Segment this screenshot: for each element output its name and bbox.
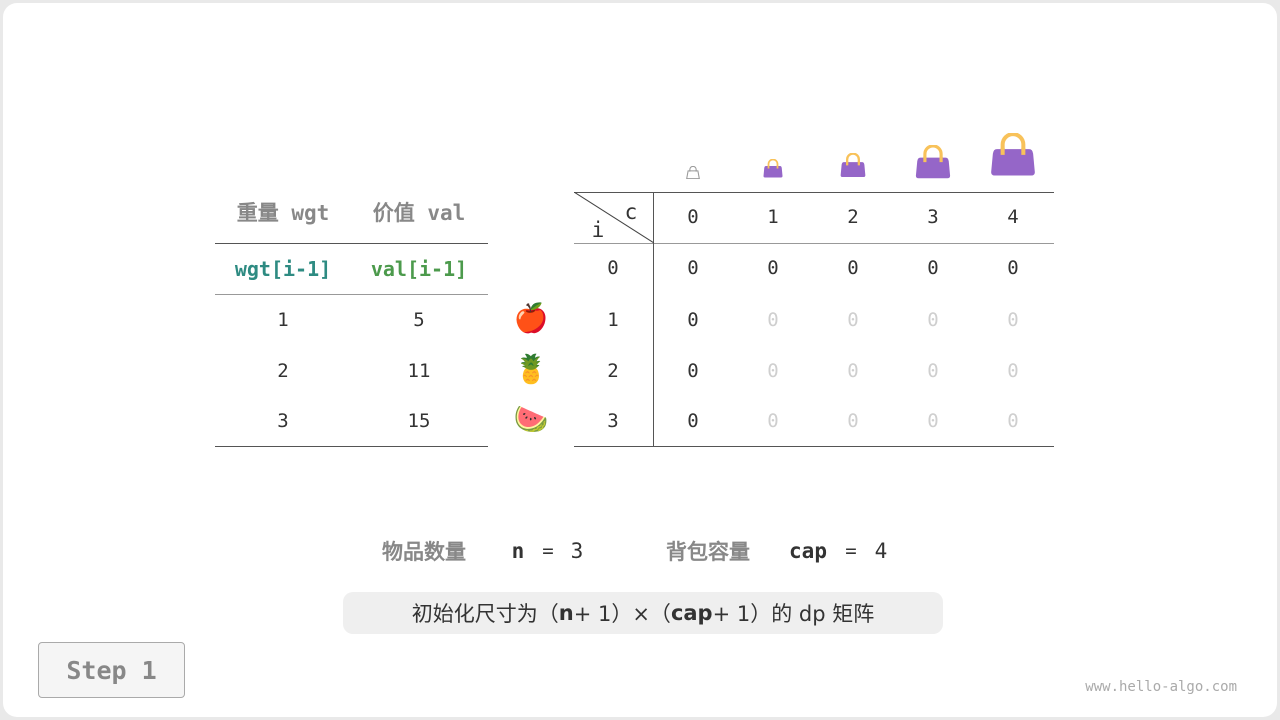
dp-cell: 0 [847, 410, 859, 432]
vertical-divider [653, 192, 654, 446]
dp-cell: 0 [767, 257, 779, 279]
col-header: 1 [767, 206, 779, 228]
dp-cell: 0 [1007, 410, 1019, 432]
corner-i-label: i [591, 218, 605, 242]
table-cell: 15 [407, 410, 431, 432]
bag-icon [763, 158, 783, 182]
table-cell: 1 [277, 309, 289, 331]
dp-cell: 0 [927, 410, 939, 432]
col-header: 0 [687, 206, 699, 228]
empty-bag-icon [686, 164, 700, 183]
step-description: 初始化尺寸为（ n + 1）×（ cap + 1）的 dp 矩阵 [343, 592, 943, 634]
table-cell: 2 [277, 360, 289, 382]
column-header: 价值 val [372, 201, 466, 225]
column-subheader: wgt[i-1] [234, 257, 332, 281]
divider [215, 243, 488, 244]
dp-cell: 0 [847, 360, 859, 382]
note-text: + 1）×（ [573, 602, 671, 626]
dp-cell: 0 [687, 257, 699, 279]
table-cell: 11 [407, 360, 431, 382]
col-header: 3 [927, 206, 939, 228]
item-count-label: 物品数量 [382, 540, 466, 564]
cap-value: 4 [874, 539, 888, 563]
divider [574, 192, 1054, 193]
dp-cell: 0 [1007, 257, 1019, 279]
bag-icon [990, 132, 1036, 181]
bag-icon [840, 152, 866, 182]
bag-icon [915, 144, 951, 183]
n-var: n [511, 539, 525, 563]
divider [215, 294, 488, 295]
note-text: 初始化尺寸为（ [411, 602, 559, 626]
cap-eq: = [845, 540, 857, 562]
row-header: 1 [607, 309, 619, 331]
corner-diagonal [573, 191, 655, 244]
divider [215, 446, 488, 447]
dp-cell: 0 [767, 309, 779, 331]
row-header: 3 [607, 410, 619, 432]
dp-cell: 0 [767, 410, 779, 432]
pineapple-icon: 🍍 [513, 352, 549, 386]
dp-cell: 0 [927, 257, 939, 279]
dp-cell: 0 [687, 360, 699, 382]
row-header: 0 [607, 257, 619, 279]
corner-c-label: c [624, 200, 638, 224]
cap-var: cap [789, 539, 827, 563]
row-header: 2 [607, 360, 619, 382]
dp-cell: 0 [847, 309, 859, 331]
n-eq: = [542, 540, 554, 562]
table-cell: 3 [277, 410, 289, 432]
dp-cell: 0 [927, 309, 939, 331]
n-value: 3 [570, 539, 584, 563]
capacity-label: 背包容量 [666, 540, 750, 564]
dp-cell: 0 [847, 257, 859, 279]
dp-cell: 0 [767, 360, 779, 382]
watermelon-icon: 🍉 [513, 402, 549, 436]
dp-cell: 0 [1007, 309, 1019, 331]
column-header: 重量 wgt [236, 201, 330, 225]
dp-cell: 0 [687, 410, 699, 432]
apple-icon: 🍎 [513, 301, 549, 335]
dp-cell: 0 [1007, 360, 1019, 382]
col-header: 2 [847, 206, 859, 228]
col-header: 4 [1007, 206, 1019, 228]
canvas: 重量 wgt wgt[i-1] 价值 val val[i-1] 1 5 🍎 2 11 🍍 3 15 🍉 … [3, 3, 1277, 717]
note-cap: cap [670, 601, 713, 625]
table-cell: 5 [413, 309, 425, 331]
note-text: + 1）的 dp 矩阵 [712, 602, 875, 626]
dp-cell: 0 [927, 360, 939, 382]
watermark: www.hello-algo.com [1085, 679, 1237, 695]
divider [574, 243, 1054, 244]
note-n: n [558, 601, 574, 625]
step-button[interactable]: Step 1 [38, 642, 185, 698]
dp-cell: 0 [687, 309, 699, 331]
divider [574, 446, 1054, 447]
column-subheader: val[i-1] [370, 257, 468, 281]
